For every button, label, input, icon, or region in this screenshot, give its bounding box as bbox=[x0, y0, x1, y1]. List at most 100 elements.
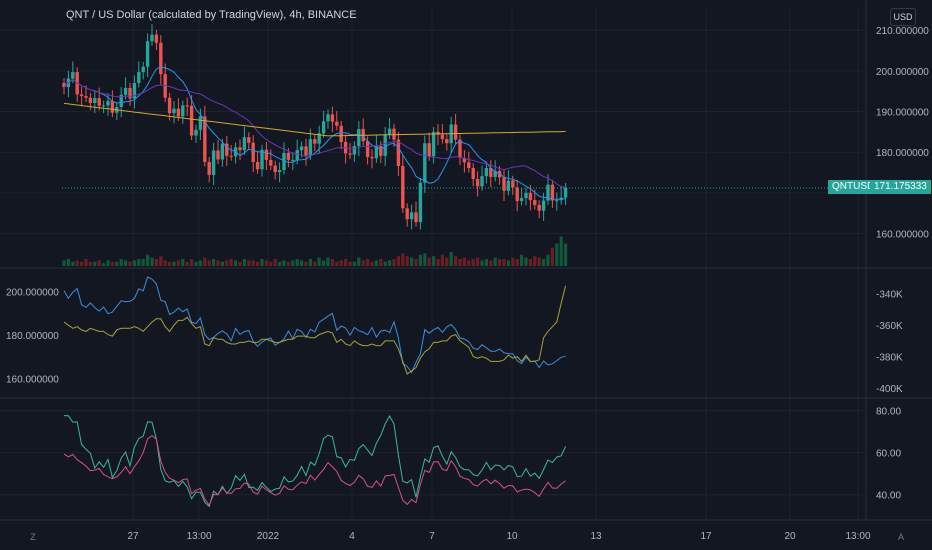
candle-body[interactable] bbox=[79, 94, 84, 97]
candle-body[interactable] bbox=[211, 150, 216, 175]
candle-body[interactable] bbox=[295, 150, 299, 160]
candle-body[interactable] bbox=[167, 97, 172, 114]
candle-body[interactable] bbox=[335, 121, 339, 126]
candle-body[interactable] bbox=[207, 161, 211, 175]
candle-body[interactable] bbox=[71, 72, 75, 79]
candle-body[interactable] bbox=[132, 83, 137, 99]
candle-body[interactable] bbox=[489, 168, 493, 177]
candle-body[interactable] bbox=[260, 149, 264, 170]
candle-body[interactable] bbox=[198, 116, 203, 130]
candle-body[interactable] bbox=[308, 139, 313, 156]
candle-body[interactable] bbox=[370, 157, 374, 159]
candle-body[interactable] bbox=[150, 34, 154, 42]
candle-body[interactable] bbox=[194, 129, 198, 136]
candle-body[interactable] bbox=[555, 200, 559, 202]
candle-body[interactable] bbox=[387, 128, 392, 135]
candle-body[interactable] bbox=[141, 66, 145, 73]
candle-body[interactable] bbox=[247, 137, 251, 143]
candle-body[interactable] bbox=[154, 34, 159, 43]
candle-body[interactable] bbox=[269, 159, 273, 166]
candle-body[interactable] bbox=[533, 200, 537, 206]
candle-body[interactable] bbox=[546, 184, 550, 201]
candle-body[interactable] bbox=[242, 137, 247, 151]
candle-body[interactable] bbox=[137, 72, 141, 84]
candle-body[interactable] bbox=[458, 139, 462, 158]
candle-body[interactable] bbox=[379, 146, 383, 156]
candle-body[interactable] bbox=[550, 184, 555, 201]
candle-body[interactable] bbox=[414, 212, 418, 223]
candle-body[interactable] bbox=[339, 125, 343, 142]
candle-body[interactable] bbox=[238, 147, 242, 151]
candle-body[interactable] bbox=[216, 150, 220, 160]
candle-body[interactable] bbox=[423, 143, 427, 183]
candle-body[interactable] bbox=[528, 192, 533, 201]
candle-body[interactable] bbox=[396, 139, 401, 166]
candle-body[interactable] bbox=[392, 128, 396, 140]
currency-button[interactable]: USD bbox=[890, 8, 916, 26]
candle-body[interactable] bbox=[185, 105, 189, 107]
candle-body[interactable] bbox=[401, 165, 405, 209]
candle-body[interactable] bbox=[106, 100, 110, 106]
candle-body[interactable] bbox=[405, 208, 409, 220]
candle-body[interactable] bbox=[176, 108, 181, 117]
candle-body[interactable] bbox=[84, 96, 88, 98]
candle-body[interactable] bbox=[467, 162, 471, 169]
candle-body[interactable] bbox=[317, 133, 321, 144]
candle-body[interactable] bbox=[203, 116, 207, 162]
candle-body[interactable] bbox=[440, 134, 445, 140]
candle-body[interactable] bbox=[374, 146, 379, 159]
candle-body[interactable] bbox=[511, 180, 515, 188]
candle-body[interactable] bbox=[145, 41, 150, 67]
candle-body[interactable] bbox=[282, 152, 286, 171]
candle-body[interactable] bbox=[225, 143, 229, 156]
candle-body[interactable] bbox=[220, 143, 225, 160]
candle-body[interactable] bbox=[229, 155, 233, 157]
candle-body[interactable] bbox=[502, 177, 506, 191]
candle-body[interactable] bbox=[418, 182, 423, 223]
candle-body[interactable] bbox=[251, 142, 255, 162]
candle-body[interactable] bbox=[273, 165, 277, 173]
candle-body[interactable] bbox=[462, 157, 467, 163]
candle-body[interactable] bbox=[313, 139, 317, 144]
candle-body[interactable] bbox=[101, 105, 106, 107]
candle-body[interactable] bbox=[255, 161, 260, 170]
candle-body[interactable] bbox=[93, 98, 97, 103]
candle-body[interactable] bbox=[123, 87, 128, 95]
candle-body[interactable] bbox=[431, 131, 436, 157]
auto-scale-button[interactable]: A bbox=[897, 532, 904, 542]
candle-body[interactable] bbox=[445, 139, 449, 144]
candle-body[interactable] bbox=[286, 152, 291, 160]
candle-body[interactable] bbox=[264, 149, 269, 160]
candle-body[interactable] bbox=[493, 170, 497, 177]
candle-body[interactable] bbox=[427, 143, 431, 157]
candle-body[interactable] bbox=[524, 192, 528, 199]
candle-body[interactable] bbox=[383, 134, 387, 156]
candle-body[interactable] bbox=[365, 141, 370, 158]
candle-body[interactable] bbox=[88, 97, 93, 103]
candle-body[interactable] bbox=[172, 108, 176, 114]
candle-body[interactable] bbox=[119, 94, 123, 108]
candle-body[interactable] bbox=[277, 170, 282, 173]
candle-body[interactable] bbox=[326, 114, 330, 122]
candle-body[interactable] bbox=[484, 168, 489, 177]
candle-body[interactable] bbox=[537, 205, 541, 211]
candle-body[interactable] bbox=[357, 128, 361, 147]
candle-body[interactable] bbox=[321, 121, 326, 134]
candle-body[interactable] bbox=[519, 198, 524, 201]
zoom-toggle-button[interactable]: Z bbox=[30, 532, 36, 542]
candle-body[interactable] bbox=[541, 200, 546, 211]
candle-body[interactable] bbox=[291, 159, 295, 161]
candle-body[interactable] bbox=[480, 176, 484, 187]
candle-body[interactable] bbox=[453, 124, 458, 140]
candle-body[interactable] bbox=[515, 187, 519, 201]
candle-body[interactable] bbox=[97, 98, 101, 106]
candle-body[interactable] bbox=[563, 187, 568, 198]
candle-body[interactable] bbox=[506, 180, 511, 191]
candle-body[interactable] bbox=[189, 105, 194, 136]
candle-body[interactable] bbox=[330, 114, 335, 122]
candle-body[interactable] bbox=[475, 178, 480, 187]
candle-body[interactable] bbox=[436, 131, 440, 135]
candle-body[interactable] bbox=[181, 105, 185, 117]
candle-body[interactable] bbox=[62, 83, 66, 88]
